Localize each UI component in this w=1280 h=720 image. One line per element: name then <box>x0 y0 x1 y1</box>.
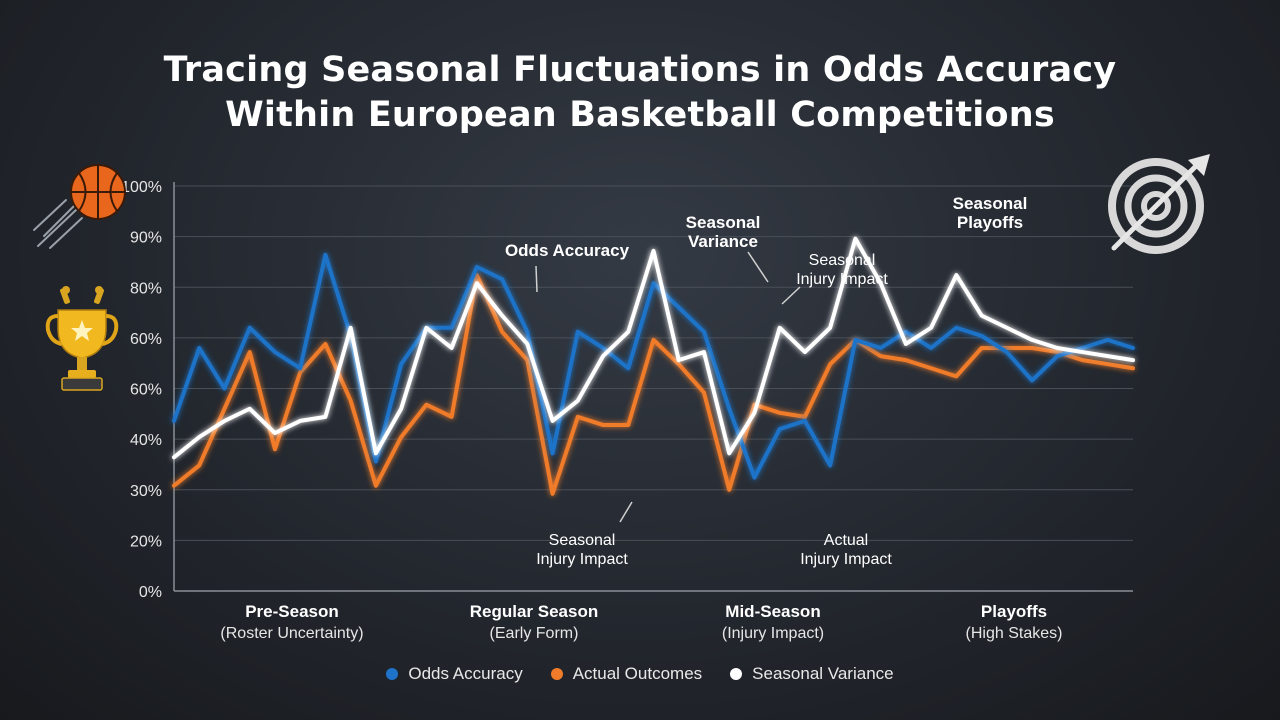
y-tick-label: 80% <box>130 280 162 297</box>
legend-label-odds: Odds Accuracy <box>408 664 523 683</box>
legend-item-variance: Seasonal Variance <box>730 664 894 684</box>
legend-marker-variance <box>730 668 743 680</box>
legend-marker-actual <box>550 668 563 680</box>
y-tick-label: 100% <box>121 179 162 196</box>
chart-title-line2: Within European Basketball Competitions <box>225 95 1055 135</box>
legend-marker-odds <box>386 668 399 680</box>
annotation-label: Actual <box>824 532 868 549</box>
annotation-leader <box>535 265 538 293</box>
annotation-label: Seasonal <box>549 532 616 549</box>
annotation-label: Odds Accuracy <box>505 241 630 260</box>
phase-sublabel: (High Stakes) <box>966 625 1063 642</box>
grid <box>174 185 1133 592</box>
annotation-leader <box>781 286 801 305</box>
phase-sublabel: (Injury Impact) <box>722 625 824 642</box>
legend-label-actual: Actual Outcomes <box>572 664 703 683</box>
series-line-odds <box>172 252 1135 480</box>
annotation-label: Seasonal <box>809 252 876 269</box>
annotation-label: Injury Impact <box>800 551 892 568</box>
y-tick-label: 0% <box>139 584 162 601</box>
phase-sublabel: (Early Form) <box>490 625 579 642</box>
phase-sublabel: (Roster Uncertainty) <box>220 625 363 642</box>
y-tick-label: 60% <box>130 382 162 399</box>
phase-label: Playoffs <box>981 602 1047 621</box>
legend-item-odds: Odds Accuracy <box>386 664 523 684</box>
y-tick-label: 60% <box>130 331 162 348</box>
trophy-icon <box>45 286 119 391</box>
y-tick-label: 90% <box>130 230 162 247</box>
annotations: Odds AccuracySeasonalVarianceSeasonalInj… <box>505 194 1027 568</box>
annotation-label: Injury Impact <box>536 551 628 568</box>
phase-label: Regular Season <box>470 602 599 621</box>
series-line-actual <box>172 273 1135 496</box>
series-lines <box>172 236 1135 496</box>
annotation-label: Seasonal <box>686 213 761 232</box>
legend: Odds Accuracy Actual Outcomes Seasonal V… <box>0 664 1280 684</box>
annotation-label: Playoffs <box>957 213 1023 232</box>
annotation-label: Injury Impact <box>796 271 888 288</box>
legend-item-actual: Actual Outcomes <box>550 664 703 684</box>
y-tick-label: 30% <box>130 483 162 500</box>
phase-label: Pre-Season <box>245 602 339 621</box>
annotation-leader <box>619 501 633 523</box>
series-line-variance <box>172 236 1135 460</box>
annotation-label: Seasonal <box>953 194 1028 213</box>
axes: 0% 20% 30% 40% 60% 60% 80% 90% 100% Pre-Season (Ro… <box>121 179 1133 642</box>
chart-title-line1: Tracing Seasonal Fluctuations in Odds Ac… <box>163 50 1117 90</box>
legend-label-variance: Seasonal Variance <box>752 664 894 683</box>
annotation-label: Variance <box>688 232 758 251</box>
y-tick-label: 40% <box>130 432 162 449</box>
annotation-leader <box>747 251 769 283</box>
phase-label: Mid-Season <box>725 602 820 621</box>
y-tick-label: 20% <box>130 533 162 550</box>
target-arrow-icon <box>1108 154 1210 254</box>
basketball-icon <box>33 164 126 249</box>
